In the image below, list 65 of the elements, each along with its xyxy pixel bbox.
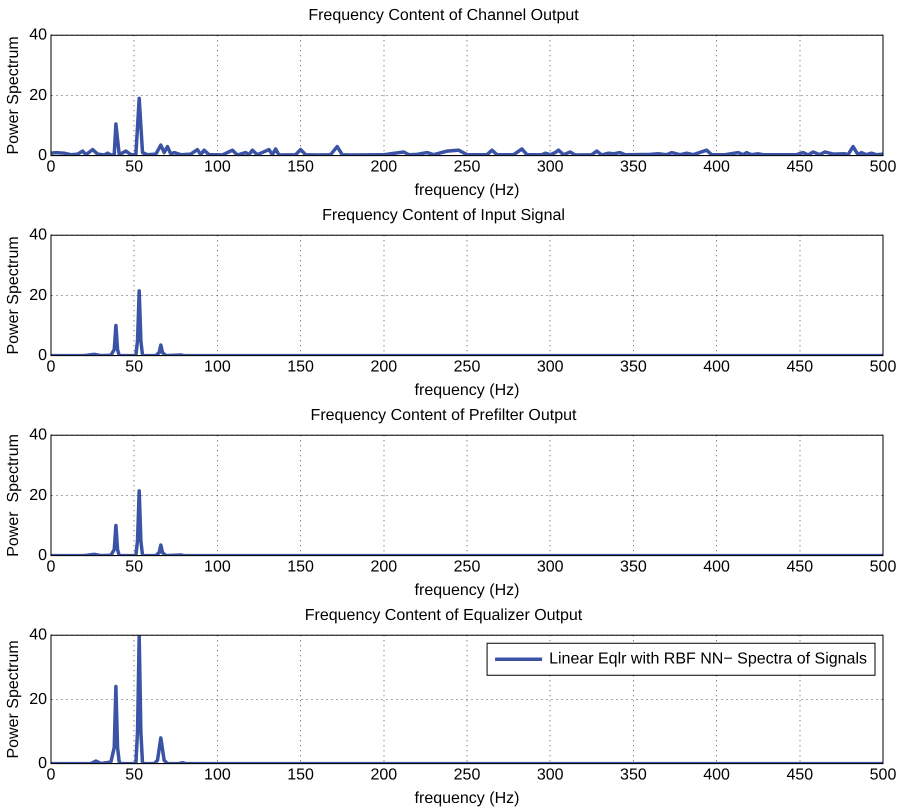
x-tick-label: 500: [870, 558, 896, 576]
x-tick-label: 300: [536, 358, 564, 376]
x-tick-label: 400: [703, 766, 730, 784]
x-tick-label: 450: [786, 558, 814, 576]
x-tick-label: 450: [786, 358, 814, 376]
x-axis-title: frequency (Hz): [414, 382, 520, 399]
x-tick-label: 500: [870, 358, 896, 376]
x-tick-label: 400: [703, 158, 730, 176]
chart-title: Frequency Content of Channel Output: [308, 7, 580, 24]
legend-label: Linear Eqlr with RBF NN− Spectra of Signals: [549, 650, 868, 668]
x-tick-label: 50: [125, 766, 144, 784]
x-tick-label: 350: [620, 766, 647, 784]
x-axis-title: frequency (Hz): [414, 790, 520, 807]
x-tick-label: 100: [204, 158, 231, 176]
y-tick-label: 20: [29, 690, 48, 708]
x-tick-label: 250: [454, 558, 480, 576]
y-tick-label: 20: [29, 286, 48, 304]
x-tick-label: 50: [125, 558, 144, 576]
x-tick-label: 350: [620, 158, 647, 176]
y-tick-label: 0: [38, 547, 48, 564]
y-axis-title: Power Spectrum: [5, 236, 22, 355]
x-tick-label: 50: [125, 358, 144, 376]
chart-title: Frequency Content of Equalizer Output: [304, 607, 583, 624]
y-axis-title: Power Spectrum: [5, 640, 22, 759]
y-tick-label: 0: [38, 755, 48, 772]
y-tick-label: 20: [29, 486, 48, 504]
x-tick-label: 250: [454, 158, 480, 176]
x-tick-label: 150: [287, 158, 314, 176]
x-tick-label: 100: [204, 558, 231, 576]
x-tick-label: 300: [536, 766, 564, 784]
y-tick-label: 20: [29, 86, 48, 104]
x-tick-label: 150: [287, 558, 314, 576]
x-tick-label: 450: [786, 158, 814, 176]
x-tick-label: 200: [370, 358, 398, 376]
x-tick-label: 400: [703, 358, 730, 376]
x-tick-label: 350: [620, 558, 647, 576]
x-tick-label: 200: [370, 558, 398, 576]
y-tick-label: 40: [29, 26, 48, 44]
y-tick-label: 40: [29, 426, 48, 444]
x-tick-label: 200: [370, 766, 398, 784]
y-tick-label: 0: [38, 147, 48, 164]
x-tick-label: 50: [125, 158, 144, 176]
chart-title: Frequency Content of Prefilter Output: [310, 407, 578, 424]
x-tick-label: 200: [370, 158, 398, 176]
y-axis-title: Power Spectrum: [5, 434, 22, 557]
x-tick-label: 500: [870, 158, 896, 176]
x-tick-label: 300: [536, 158, 564, 176]
y-axis-title: Power Spectrum: [5, 36, 22, 155]
x-tick-label: 100: [204, 358, 231, 376]
chart-title: Frequency Content of Input Signal: [322, 207, 565, 224]
x-tick-label: 250: [454, 766, 480, 784]
x-tick-label: 350: [620, 358, 647, 376]
x-tick-label: 400: [703, 558, 730, 576]
y-tick-label: 40: [29, 226, 48, 244]
x-axis-title: frequency (Hz): [414, 182, 520, 199]
x-tick-label: 500: [870, 766, 896, 784]
y-tick-label: 40: [29, 626, 48, 644]
x-tick-label: 450: [786, 766, 814, 784]
x-tick-label: 150: [287, 766, 314, 784]
y-tick-label: 0: [38, 347, 48, 364]
x-tick-label: 100: [204, 766, 231, 784]
x-tick-label: 250: [454, 358, 480, 376]
x-axis-title: frequency (Hz): [414, 582, 520, 599]
x-tick-label: 300: [536, 558, 564, 576]
x-tick-label: 150: [287, 358, 314, 376]
